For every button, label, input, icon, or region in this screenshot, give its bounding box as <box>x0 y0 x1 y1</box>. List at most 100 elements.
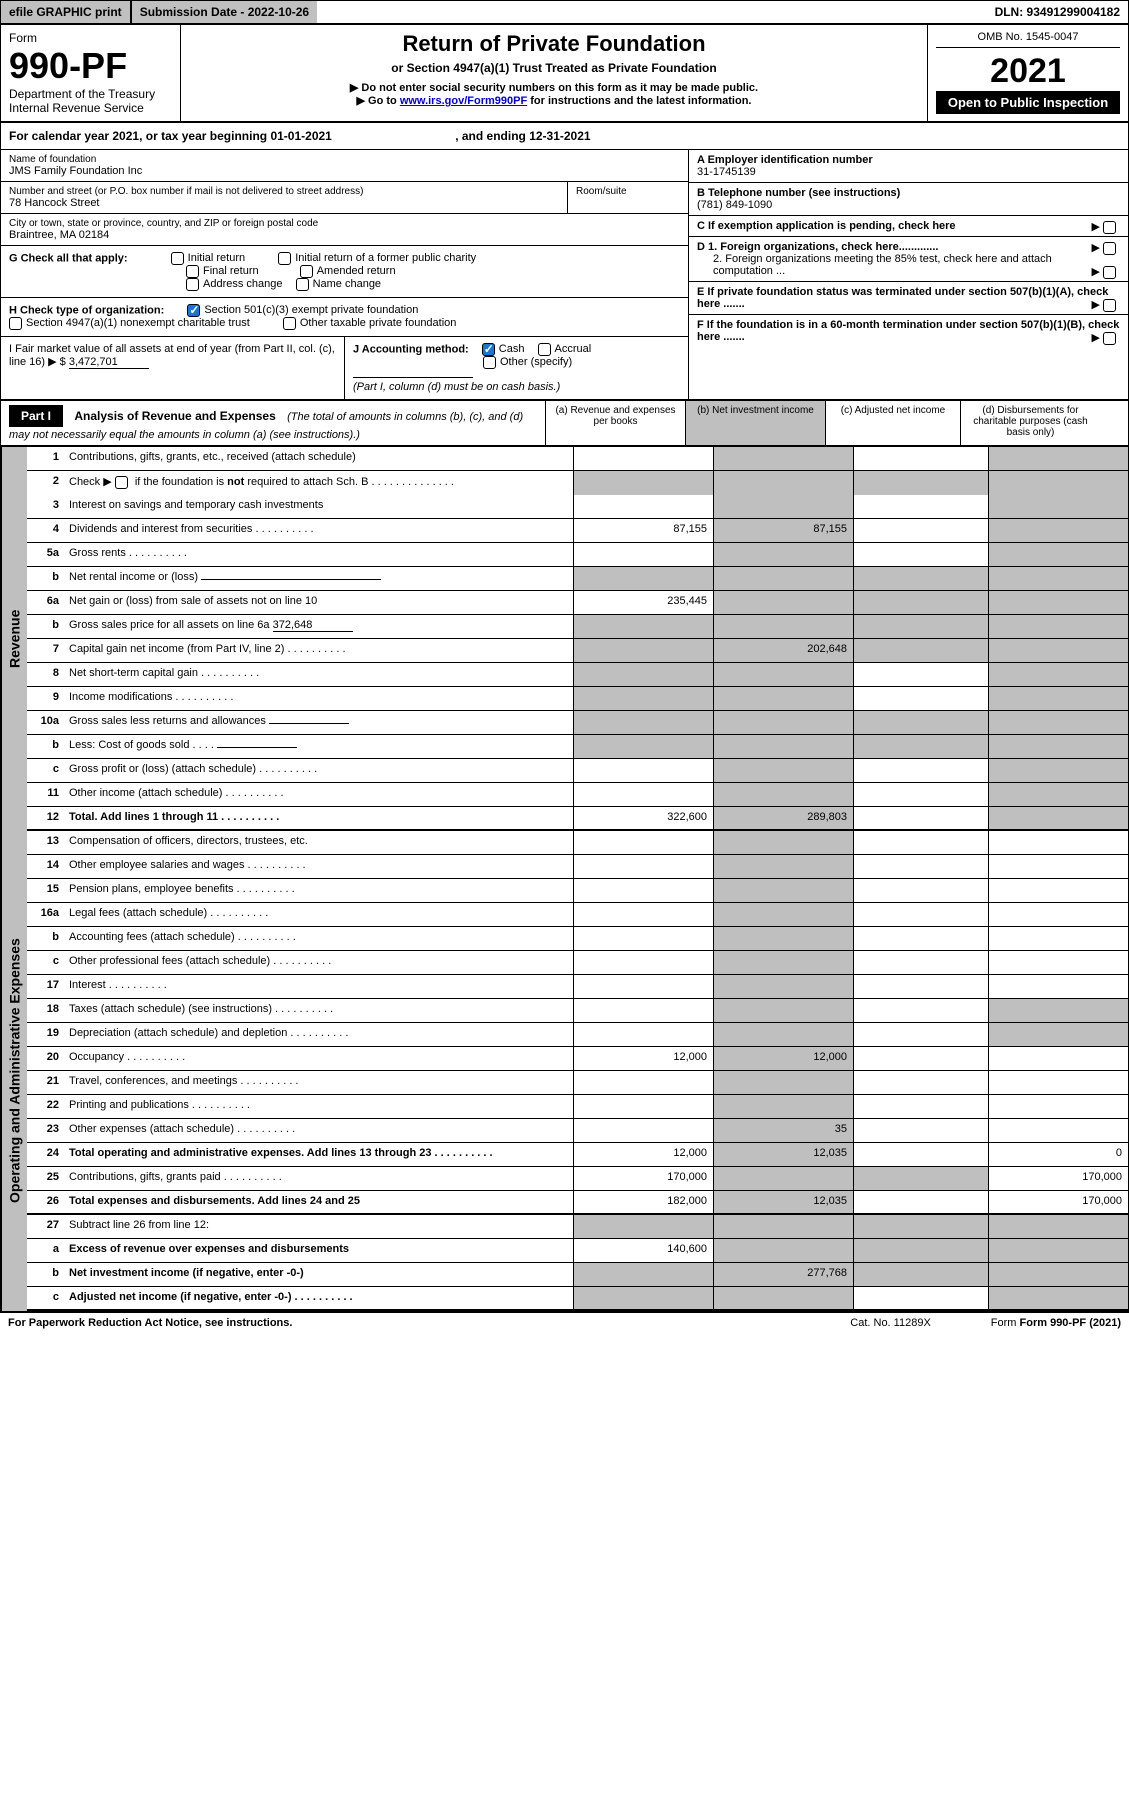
checkbox-icon[interactable] <box>1103 299 1116 312</box>
r10b-label: Less: Cost of goods sold <box>69 739 189 751</box>
expenses-rows: 13Compensation of officers, directors, t… <box>27 831 1128 1311</box>
omb-number: OMB No. 1545-0047 <box>936 31 1120 48</box>
checkbox-icon[interactable] <box>1103 332 1116 345</box>
col-b-header: (b) Net investment income <box>685 401 825 445</box>
row-10a: 10aGross sales less returns and allowanc… <box>27 711 1128 735</box>
row-num: 27 <box>27 1215 63 1238</box>
cell-a <box>573 687 713 710</box>
info-grid: Name of foundation JMS Family Foundation… <box>1 150 1128 401</box>
cell-c <box>853 687 988 710</box>
cell-c <box>853 783 988 806</box>
open-public-label: Open to Public Inspection <box>936 91 1120 114</box>
cell-d <box>988 447 1128 470</box>
cell-d: 170,000 <box>988 1191 1128 1213</box>
cell-b <box>713 783 853 806</box>
j-cell: J Accounting method: Cash Accrual Other … <box>345 337 688 399</box>
cell-c <box>853 1239 988 1262</box>
checkbox-icon[interactable] <box>186 278 199 291</box>
col-a-header: (a) Revenue and expenses per books <box>545 401 685 445</box>
cell-a: 140,600 <box>573 1239 713 1262</box>
cell-a: 87,155 <box>573 519 713 542</box>
cell-c <box>853 879 988 902</box>
city-label: City or town, state or province, country… <box>9 218 680 229</box>
row-17: 17Interest <box>27 975 1128 999</box>
checkbox-icon[interactable] <box>538 343 551 356</box>
cell-b <box>713 903 853 926</box>
row-26: 26Total expenses and disbursements. Add … <box>27 1191 1128 1215</box>
cell-c <box>853 735 988 758</box>
cell-d <box>988 759 1128 782</box>
checkbox-checked-icon[interactable] <box>482 343 495 356</box>
g-row: G Check all that apply: Initial return I… <box>1 246 688 298</box>
row-label: Other income (attach schedule) <box>63 783 573 806</box>
checkbox-icon[interactable] <box>300 265 313 278</box>
cell-c <box>853 663 988 686</box>
h-label: H Check type of organization: <box>9 304 164 316</box>
irs-link[interactable]: www.irs.gov/Form990PF <box>400 95 527 107</box>
checkbox-icon[interactable] <box>483 356 496 369</box>
row-num: 15 <box>27 879 63 902</box>
cell-c <box>853 543 988 566</box>
row-label: Check ▶ if the foundation is not require… <box>63 471 573 495</box>
g-opt-1: Initial return of a former public charit… <box>278 252 476 264</box>
checkbox-icon[interactable] <box>9 317 22 330</box>
cell-b <box>713 447 853 470</box>
cell-b: 277,768 <box>713 1263 853 1286</box>
cell-d <box>988 951 1128 974</box>
cell-a <box>573 975 713 998</box>
cell-b <box>713 543 853 566</box>
row-label: Net investment income (if negative, ente… <box>63 1263 573 1286</box>
cell-c <box>853 1263 988 1286</box>
checkbox-icon[interactable] <box>1103 266 1116 279</box>
j-accrual: Accrual <box>538 343 592 355</box>
checkbox-icon[interactable] <box>186 265 199 278</box>
row-6a: 6aNet gain or (loss) from sale of assets… <box>27 591 1128 615</box>
cell-a <box>573 639 713 662</box>
r10a-label: Gross sales less returns and allowances <box>69 715 266 727</box>
calendar-year-row: For calendar year 2021, or tax year begi… <box>1 123 1128 150</box>
expenses-side-label: Operating and Administrative Expenses <box>1 831 27 1311</box>
row-19: 19Depreciation (attach schedule) and dep… <box>27 1023 1128 1047</box>
cell-b <box>713 1239 853 1262</box>
checkbox-icon[interactable] <box>278 252 291 265</box>
row-16b: bAccounting fees (attach schedule) <box>27 927 1128 951</box>
cell-b <box>713 735 853 758</box>
cell-d <box>988 1119 1128 1142</box>
cell-d <box>988 1287 1128 1309</box>
dept-label: Department of the Treasury <box>9 87 172 101</box>
checkbox-icon[interactable] <box>1103 221 1116 234</box>
note2-pre: ▶ Go to <box>357 95 400 107</box>
cell-b: 12,000 <box>713 1047 853 1070</box>
cell-a <box>573 879 713 902</box>
b-label: B Telephone number (see instructions) <box>697 187 1120 199</box>
c-cell: C If exemption application is pending, c… <box>689 216 1128 237</box>
cell-a <box>573 1023 713 1046</box>
c-label: C If exemption application is pending, c… <box>697 220 956 232</box>
info-left: Name of foundation JMS Family Foundation… <box>1 150 688 399</box>
checkbox-checked-icon[interactable] <box>187 304 200 317</box>
d-cell: D 1. Foreign organizations, check here..… <box>689 237 1128 282</box>
row-num: 24 <box>27 1143 63 1166</box>
addr-cell: Number and street (or P.O. box number if… <box>1 182 568 213</box>
row-label: Contributions, gifts, grants, etc., rece… <box>63 447 573 470</box>
room-label: Room/suite <box>576 186 680 197</box>
checkbox-icon[interactable] <box>171 252 184 265</box>
cell-b <box>713 1023 853 1046</box>
checkbox-icon[interactable] <box>296 278 309 291</box>
cell-c <box>853 1215 988 1238</box>
cell-a <box>573 471 713 495</box>
checkbox-icon[interactable] <box>1103 242 1116 255</box>
row-label: Travel, conferences, and meetings <box>63 1071 573 1094</box>
cell-a: 322,600 <box>573 807 713 829</box>
cell-d <box>988 1047 1128 1070</box>
row-label: Occupancy <box>63 1047 573 1070</box>
checkbox-icon[interactable] <box>283 317 296 330</box>
addr-label: Number and street (or P.O. box number if… <box>9 186 559 197</box>
j-other-label: Other (specify) <box>500 356 572 368</box>
checkbox-icon[interactable] <box>115 476 128 489</box>
row-num: 16a <box>27 903 63 926</box>
cell-a <box>573 1263 713 1286</box>
cell-a <box>573 855 713 878</box>
row-10c: cGross profit or (loss) (attach schedule… <box>27 759 1128 783</box>
cell-c <box>853 903 988 926</box>
